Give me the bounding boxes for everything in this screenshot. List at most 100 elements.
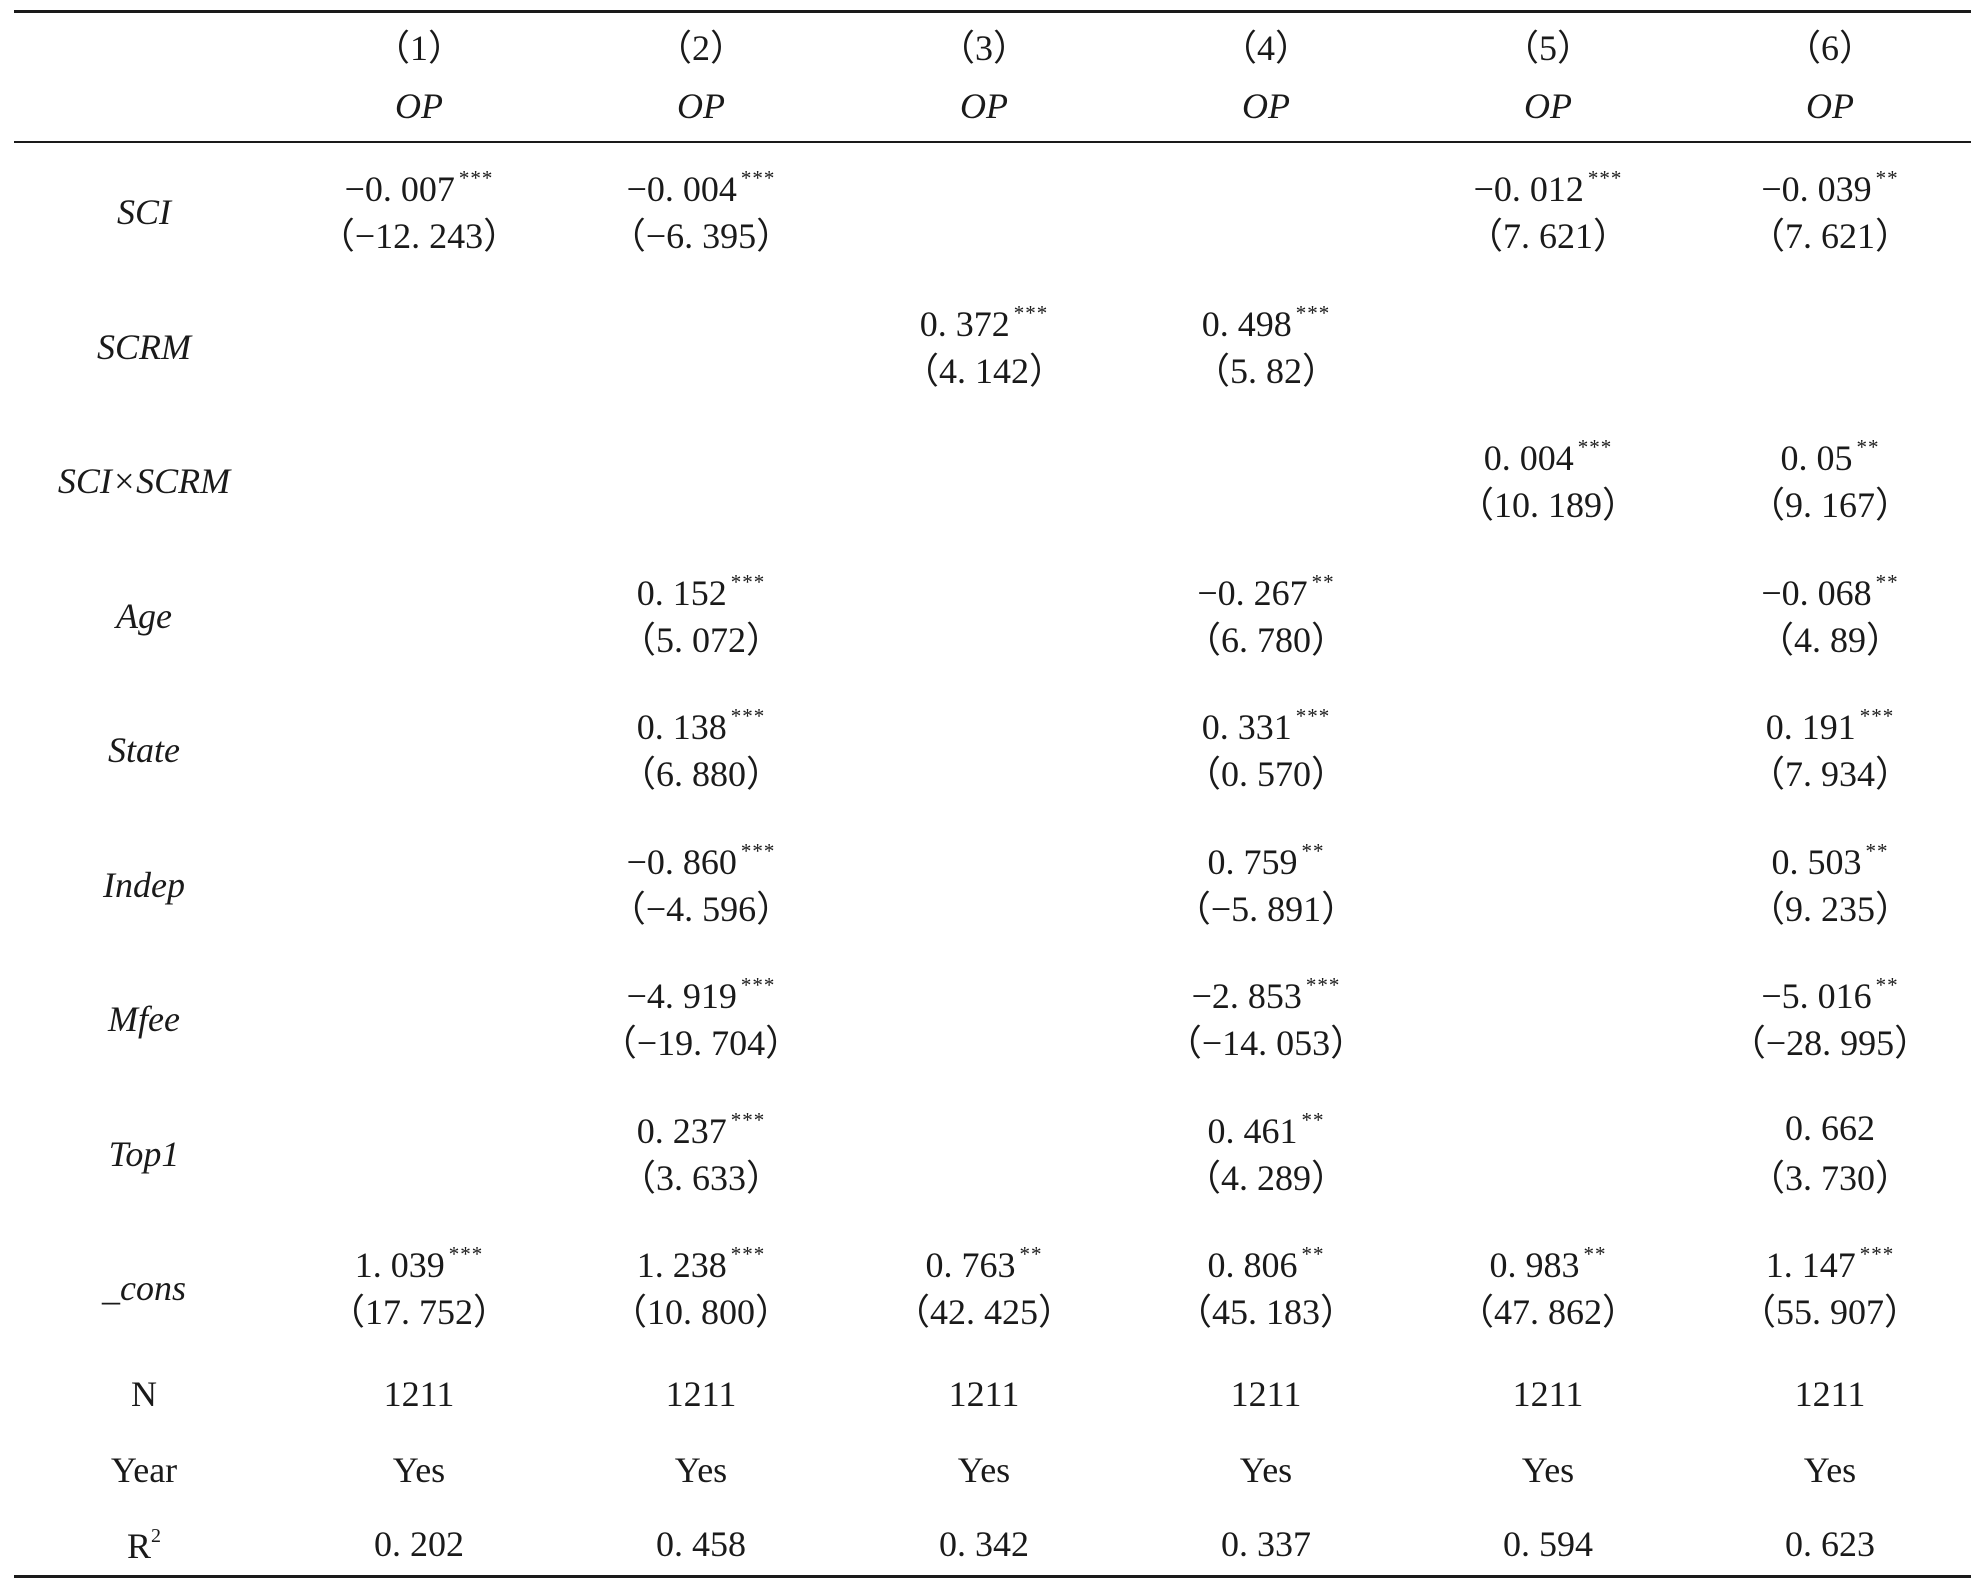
footer-row-label: Year — [111, 1452, 177, 1488]
column-number: （4） — [1220, 28, 1312, 68]
significance-stars: *** — [448, 1242, 484, 1266]
coefficient: 0. 152 *** — [636, 569, 766, 613]
t-statistic: （9. 167） — [1748, 485, 1912, 525]
footer-value: 1211 — [1512, 1374, 1584, 1414]
coefficient-value: 0. 138 — [636, 707, 727, 747]
t-statistic: （3. 633） — [619, 1157, 783, 1198]
coefficient-value: −0. 860 — [626, 841, 737, 882]
significance-stars: *** — [730, 704, 766, 728]
row-label: Mfee — [108, 999, 180, 1039]
row-label: SCRM — [97, 326, 191, 367]
coefficient-value: 0. 237 — [636, 1110, 727, 1151]
coefficient-value: −5. 016 — [1761, 976, 1872, 1016]
footer-value: 0. 337 — [1221, 1524, 1311, 1564]
coefficient-value: −0. 012 — [1473, 169, 1584, 209]
column-number: （2） — [655, 28, 747, 68]
column-number: （5） — [1502, 28, 1594, 68]
column-dependent-var: OP — [1242, 86, 1290, 126]
significance-stars: *** — [1013, 300, 1049, 325]
footer-value: 0. 594 — [1503, 1524, 1593, 1564]
coefficient-value: 0. 498 — [1201, 303, 1292, 344]
column-dependent-var: OP — [677, 86, 725, 126]
coefficient-value: 0. 983 — [1489, 1245, 1580, 1285]
coefficient-value: 1. 147 — [1765, 1245, 1856, 1285]
row-label: Indep — [103, 864, 185, 905]
footer-value: 0. 342 — [939, 1524, 1029, 1564]
row-label: State — [108, 730, 180, 770]
t-statistic: （6. 880） — [619, 754, 783, 794]
significance-stars: ** — [1856, 435, 1880, 459]
coefficient-value: 0. 152 — [636, 572, 727, 613]
t-statistic: （9. 235） — [1748, 888, 1912, 929]
significance-stars: ** — [1301, 1242, 1325, 1266]
t-statistic: （4. 289） — [1184, 1157, 1348, 1198]
column-number: （3） — [938, 28, 1030, 68]
coefficient: −0. 068 ** — [1761, 569, 1899, 611]
column-dependent-var: OP — [960, 86, 1008, 126]
t-statistic: （3. 730） — [1748, 1157, 1912, 1198]
t-statistic: （47. 862） — [1457, 1292, 1639, 1332]
coefficient-value: 0. 759 — [1207, 841, 1298, 882]
t-statistic: （7. 934） — [1748, 754, 1912, 794]
significance-stars: *** — [1305, 973, 1341, 997]
coefficient: 0. 461 ** — [1207, 1107, 1325, 1151]
footer-value: 0. 202 — [374, 1524, 464, 1564]
coefficient-value: −0. 004 — [626, 169, 737, 209]
significance-stars: ** — [1301, 838, 1325, 863]
footer-value: 1211 — [665, 1374, 737, 1414]
t-statistic: （7. 621） — [1748, 216, 1912, 256]
t-statistic: （−12. 243） — [318, 216, 520, 256]
coefficient: 0. 763 ** — [926, 1242, 1043, 1284]
coefficient: 0. 138 *** — [636, 704, 766, 747]
coefficient-value: 0. 662 — [1785, 1107, 1875, 1148]
t-statistic: （10. 189） — [1457, 485, 1639, 525]
coefficient: 1. 147 *** — [1765, 1244, 1895, 1285]
coefficient: −0. 267 ** — [1197, 571, 1334, 611]
header-rule — [14, 141, 1971, 143]
t-statistic: （−14. 053） — [1165, 1023, 1367, 1063]
column-dependent-var: OP — [395, 86, 443, 126]
coefficient: −4. 919 *** — [626, 973, 776, 1016]
significance-stars: ** — [1865, 838, 1889, 863]
row-label: SCI×SCRM — [57, 461, 231, 501]
t-statistic: （−5. 891） — [1174, 888, 1358, 929]
coefficient-value: −0. 039 — [1761, 169, 1872, 209]
significance-stars: ** — [1875, 569, 1899, 594]
footer-row-label: N — [131, 1376, 157, 1412]
bottom-rule — [14, 1575, 1971, 1578]
significance-stars: *** — [730, 569, 766, 594]
t-statistic: （−28. 995） — [1729, 1023, 1931, 1063]
coefficient: 0. 662 — [1785, 1110, 1875, 1146]
coefficient-value: 0. 503 — [1771, 841, 1862, 882]
coefficient-value: −4. 919 — [626, 976, 737, 1016]
footer-row-label: R2 — [127, 1526, 161, 1564]
significance-stars: *** — [1295, 300, 1331, 325]
footer-label-text: N — [131, 1374, 157, 1414]
coefficient-value: −0. 007 — [344, 169, 455, 209]
coefficient-value: 0. 806 — [1207, 1245, 1298, 1285]
footer-label-superscript: 2 — [151, 1525, 162, 1547]
column-dependent-var: OP — [1806, 86, 1854, 126]
t-statistic: （5. 82） — [1193, 350, 1339, 391]
footer-label-text: Year — [110, 1450, 178, 1490]
significance-stars: ** — [1019, 1242, 1043, 1266]
t-statistic: （4. 89） — [1757, 619, 1903, 660]
coefficient-value: 0. 461 — [1207, 1110, 1298, 1151]
significance-stars: *** — [740, 973, 776, 997]
footer-value: Yes — [1803, 1450, 1857, 1490]
coefficient-value: 1. 238 — [636, 1245, 727, 1285]
significance-stars: ** — [1301, 1107, 1325, 1132]
t-statistic: （−19. 704） — [600, 1023, 802, 1063]
coefficient: 0. 498 *** — [1201, 300, 1331, 344]
significance-stars: *** — [1587, 166, 1623, 190]
significance-stars: ** — [1583, 1242, 1607, 1266]
footer-value: 1211 — [1794, 1374, 1866, 1414]
t-statistic: （7. 621） — [1466, 216, 1630, 256]
t-statistic: （−4. 596） — [609, 888, 793, 929]
coefficient: 1. 238 *** — [636, 1244, 766, 1285]
coefficient: 0. 004 *** — [1484, 437, 1613, 477]
coefficient-value: 1. 039 — [354, 1245, 445, 1285]
column-number: （6） — [1784, 28, 1876, 68]
coefficient: 0. 759 ** — [1207, 838, 1325, 882]
footer-value: Yes — [1521, 1450, 1575, 1490]
